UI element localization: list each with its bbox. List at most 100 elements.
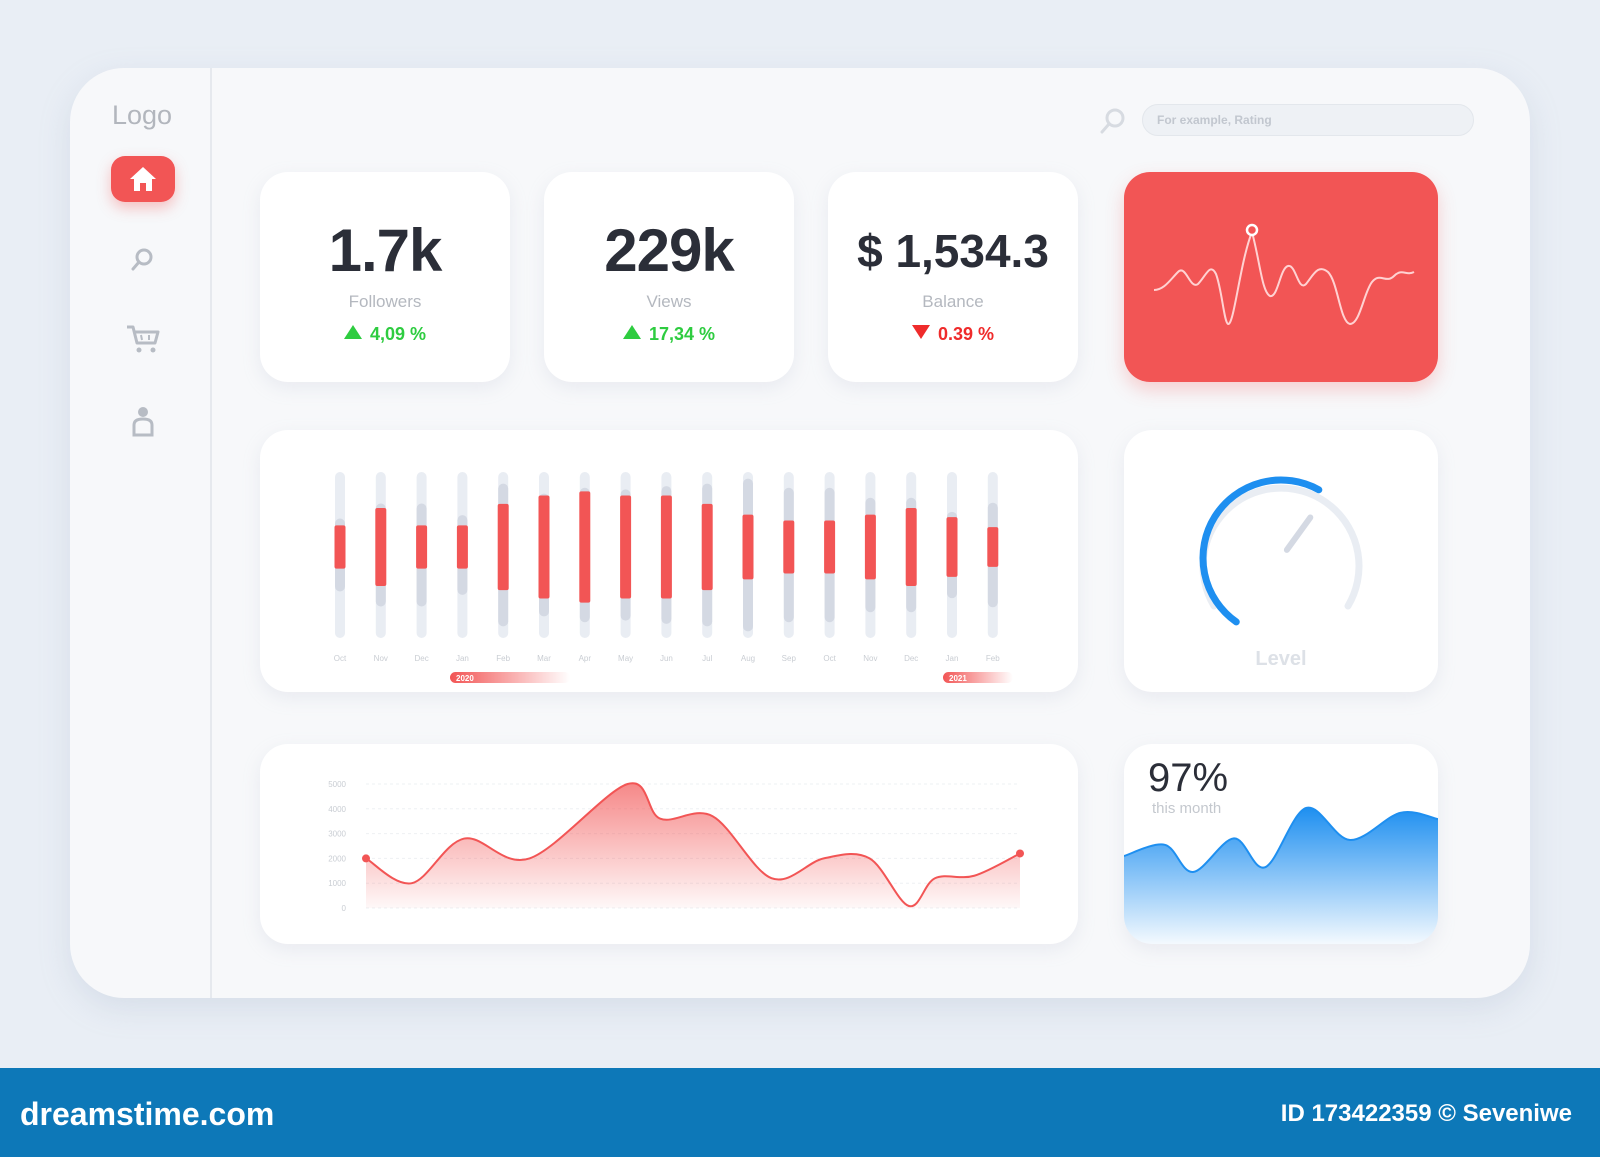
bar [864,514,876,580]
bar [701,503,713,591]
user-icon [132,407,154,437]
header-search-icon[interactable] [1098,106,1128,141]
bar-tick-label: Oct [823,654,836,663]
bar-tick-label: Oct [334,654,347,663]
bar-chart-card: Oct Nov Dec Jan Feb Mar Apr May Jun Jul Aug Sep Oct N… [260,430,1078,692]
bar [416,525,428,569]
bar [905,507,917,587]
dashboard-window: Logo [70,68,1530,998]
balance-card: $ 1,534.3 Balance 0.39 % [828,172,1078,382]
search-input[interactable] [1142,104,1474,136]
bar-tick-label: Nov [863,654,877,663]
y-tick-label: 0 [342,904,347,913]
gauge-fill [1199,476,1323,626]
bar-tick-label: Mar [537,654,551,663]
stat-delta: 0.39 % [828,324,1078,345]
bar-tick-label: Aug [741,654,755,663]
nav-search-button[interactable] [111,236,175,282]
bar-tick-label: Sep [782,654,797,663]
line-endpoint [1016,849,1024,858]
y-tick-label: 3000 [328,830,346,839]
month-area-fill [1124,807,1438,944]
y-tick-label: 5000 [328,780,346,789]
bar-tick-label: Feb [496,654,510,663]
bar-tick-label: Feb [986,654,1000,663]
footer-credit: ID 173422359 © Seveniwe [1280,1100,1572,1127]
arrow-up-icon [343,325,362,339]
year-marker-label: 2020 [456,674,474,683]
month-area-chart [1124,806,1438,944]
pulse-wave [1153,223,1415,326]
gauge-card: Level [1124,430,1438,692]
watermark-footer: dreamstime.com ID 173422359 © Seveniwe [0,1068,1600,1157]
area-fill [366,783,1020,908]
bar [375,507,387,587]
stat-delta: 4,09 % [260,324,510,345]
y-tick-label: 4000 [328,805,346,814]
bar-tick-label: Dec [414,654,428,663]
search-icon [131,248,153,271]
bar-tick-label: Apr [579,654,592,663]
pulse-card [1124,172,1438,382]
bar [579,491,591,603]
area-line [365,782,1021,908]
stat-value: 229k [604,217,734,284]
sidebar: Logo [70,68,212,998]
year-marker [450,672,570,683]
pulse-marker [1245,223,1259,237]
followers-card: 1.7k Followers 4,09 % [260,172,510,382]
year-marker [943,672,1013,683]
line-endpoint [362,854,370,863]
bar [334,525,346,569]
bar [660,495,672,599]
stat-value: $ 1,534.3 [857,225,1049,277]
bar [620,495,632,599]
bar-tick-label: Jan [946,654,959,663]
views-card: 229k Views 17,34 % [544,172,794,382]
bar [783,520,795,574]
y-tick-label: 1000 [328,879,346,888]
bar [456,525,468,569]
bar [946,517,958,577]
search-icon [1100,108,1125,134]
bar [987,527,999,567]
area-chart: 0 1000 2000 3000 4000 5000 [328,780,1024,913]
month-card: 97% this month [1124,744,1438,944]
nav-home-button[interactable] [111,156,175,202]
cart-icon [127,325,160,353]
bar-tick-label: May [618,654,633,663]
bar-tick-label: Dec [904,654,918,663]
stat-delta: 17,34 % [544,324,794,345]
logo: Logo [112,100,173,130]
stat-label: Followers [348,292,422,311]
area-chart-card: 0 1000 2000 3000 4000 5000 [260,744,1078,944]
arrow-up-icon [622,325,641,339]
stat-value: 1.7k [328,217,443,284]
bar [497,503,509,591]
stat-label: Views [646,292,692,311]
year-marker-label: 2021 [949,674,967,683]
bar [824,520,836,574]
nav-profile-button[interactable] [111,398,175,444]
month-area-line [1124,806,1438,873]
bar-tick-label: Jul [702,654,712,663]
bar-chart: Oct Nov Dec Jan Feb Mar Apr May Jun Jul Aug Sep Oct N… [334,472,1013,683]
home-icon [130,167,156,191]
footer-brand: dreamstime.com [20,1096,275,1132]
y-tick-label: 2000 [328,854,346,863]
bar [742,514,754,580]
level-gauge [1199,476,1363,626]
stat-delta-value: 17,34 % [648,324,716,344]
stat-label: Balance [922,292,984,311]
month-percent: 97% [1148,756,1229,800]
nav-cart-button[interactable] [111,316,175,362]
gauge-label: Level [1255,648,1307,670]
bar [538,495,550,599]
stat-delta-value: 4,09 % [369,324,427,344]
gauge-needle [1283,514,1314,553]
bar-tick-label: Jan [456,654,469,663]
month-caption: this month [1152,800,1222,817]
bar-tick-label: Jun [660,654,673,663]
arrow-down-icon [911,325,930,339]
stat-delta-value: 0.39 % [937,324,995,344]
